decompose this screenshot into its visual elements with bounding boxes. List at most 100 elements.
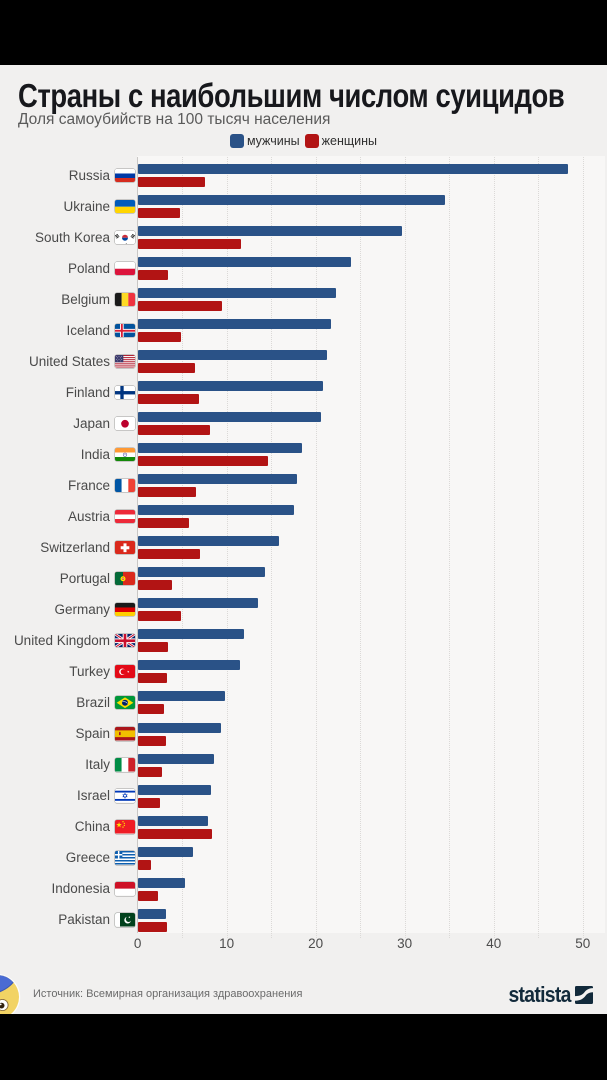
flag-italy-icon bbox=[114, 758, 135, 772]
bar-women-pakistan bbox=[138, 921, 167, 932]
bar-men-poland bbox=[138, 257, 351, 268]
country-label-france: France bbox=[67, 477, 110, 493]
bar-men-japan bbox=[138, 412, 321, 423]
statista-logo-mark-icon bbox=[575, 986, 593, 1004]
gridline bbox=[360, 157, 362, 938]
bottom-letterbox-bar bbox=[0, 1014, 607, 1080]
gridline bbox=[493, 157, 495, 938]
flag-india-icon bbox=[114, 447, 135, 462]
x-tick-label-30: 30 bbox=[397, 936, 413, 951]
bar-men-greece bbox=[138, 846, 194, 857]
legend-item-men: мужчины bbox=[229, 134, 300, 148]
y-axis-line bbox=[137, 157, 138, 933]
x-tick-label-0: 0 bbox=[133, 936, 142, 951]
bar-women-japan bbox=[138, 425, 211, 436]
source-text: Источник: Всемирная организация здравоох… bbox=[33, 988, 303, 1000]
statista-logo-text: statista bbox=[508, 982, 572, 1007]
country-label-india: India bbox=[80, 446, 110, 462]
bar-women-ukraine bbox=[138, 208, 180, 219]
bar-women-austria bbox=[138, 518, 189, 529]
bar-men-indonesia bbox=[138, 877, 186, 888]
country-label-pakistan: Pakistan bbox=[58, 912, 110, 928]
gridline bbox=[404, 157, 406, 938]
bar-women-poland bbox=[138, 270, 169, 281]
legend-label-men: мужчины bbox=[246, 134, 300, 148]
bar-women-portugal bbox=[138, 580, 172, 591]
flag-china-icon bbox=[114, 820, 135, 834]
bar-women-south-korea bbox=[138, 239, 242, 250]
bar-men-france bbox=[138, 474, 298, 485]
flag-israel-icon bbox=[114, 789, 135, 803]
bar-women-indonesia bbox=[138, 890, 158, 901]
flag-south-korea-icon bbox=[114, 230, 135, 245]
bar-men-spain bbox=[138, 722, 221, 733]
bar-men-germany bbox=[138, 598, 259, 609]
flag-ukraine-icon bbox=[114, 199, 135, 214]
flag-united-kingdom-icon bbox=[114, 633, 135, 648]
legend-swatch-women-icon bbox=[304, 134, 319, 148]
x-tick-label-10: 10 bbox=[219, 936, 235, 951]
country-label-iceland: Iceland bbox=[66, 322, 110, 338]
bar-men-india bbox=[138, 443, 302, 454]
country-label-spain: Spain bbox=[75, 726, 110, 741]
chart-title: Страны с наибольшим числом суицидов bbox=[18, 77, 565, 114]
flag-spain-icon bbox=[114, 727, 135, 741]
bar-men-china bbox=[138, 815, 209, 826]
country-label-germany: Germany bbox=[54, 601, 110, 617]
flag-turkey-icon bbox=[114, 664, 135, 679]
bar-women-turkey bbox=[138, 673, 167, 684]
bar-men-switzerland bbox=[138, 536, 279, 547]
bar-women-india bbox=[138, 456, 268, 467]
bar-men-belgium bbox=[138, 288, 336, 299]
chart-legend: мужчины женщины bbox=[0, 134, 607, 148]
country-label-israel: Israel bbox=[76, 788, 110, 803]
bar-men-united-states bbox=[138, 350, 327, 361]
flag-pakistan-icon bbox=[114, 913, 135, 927]
country-label-ukraine: Ukraine bbox=[63, 198, 110, 214]
bar-women-brazil bbox=[138, 704, 164, 715]
country-label-south-korea: South Korea bbox=[34, 229, 110, 245]
bar-men-united-kingdom bbox=[138, 629, 244, 640]
legend-swatch-men-icon bbox=[229, 134, 244, 148]
gridline bbox=[182, 157, 184, 938]
gridline bbox=[538, 157, 540, 938]
emoji-sticker bbox=[0, 974, 24, 1015]
gridline bbox=[226, 157, 228, 938]
flag-brazil-icon bbox=[114, 695, 135, 710]
gridline bbox=[582, 157, 584, 938]
flag-united-states-icon bbox=[114, 354, 135, 369]
bar-women-belgium bbox=[138, 301, 222, 312]
legend-label-women: женщины bbox=[321, 134, 378, 148]
bar-women-united-kingdom bbox=[138, 642, 169, 653]
bar-men-south-korea bbox=[138, 226, 402, 237]
flag-belgium-icon bbox=[114, 292, 135, 307]
bar-men-iceland bbox=[138, 319, 332, 330]
bar-men-pakistan bbox=[138, 908, 166, 919]
bar-men-brazil bbox=[138, 691, 226, 702]
flag-iceland-icon bbox=[114, 323, 135, 338]
flag-germany-icon bbox=[114, 602, 135, 617]
flag-finland-icon bbox=[114, 385, 135, 400]
bar-women-israel bbox=[138, 797, 161, 808]
flag-france-icon bbox=[114, 478, 135, 493]
bar-women-russia bbox=[138, 177, 205, 188]
x-tick-label-50: 50 bbox=[575, 936, 591, 951]
flag-portugal-icon bbox=[114, 571, 135, 586]
country-label-switzerland: Switzerland bbox=[40, 539, 110, 555]
bar-men-finland bbox=[138, 381, 324, 392]
flag-poland-icon bbox=[114, 261, 135, 276]
country-label-poland: Poland bbox=[67, 260, 110, 276]
country-label-china: China bbox=[74, 819, 110, 834]
x-tick-label-20: 20 bbox=[308, 936, 324, 951]
country-label-portugal: Portugal bbox=[59, 570, 110, 586]
bar-men-turkey bbox=[138, 660, 240, 671]
flag-indonesia-icon bbox=[114, 882, 135, 896]
bar-women-iceland bbox=[138, 332, 181, 343]
country-label-italy: Italy bbox=[85, 757, 110, 772]
legend-item-women: женщины bbox=[304, 134, 378, 148]
country-label-japan: Japan bbox=[73, 415, 110, 431]
bar-men-israel bbox=[138, 784, 211, 795]
country-label-indonesia: Indonesia bbox=[51, 881, 110, 897]
country-label-belgium: Belgium bbox=[61, 291, 110, 307]
